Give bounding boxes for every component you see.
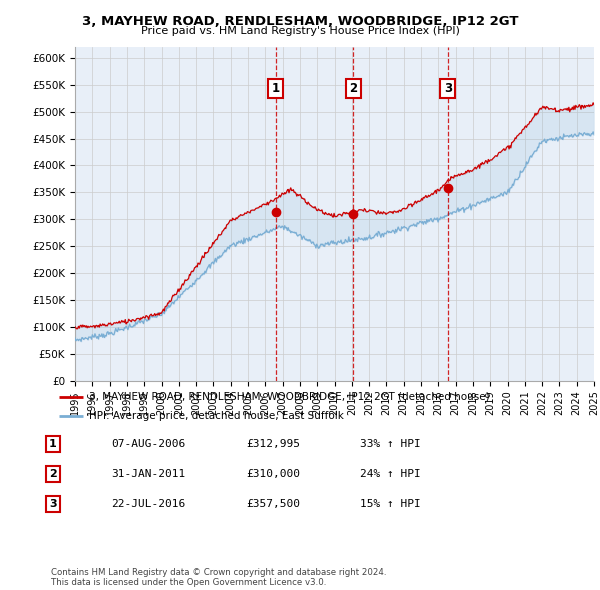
Text: HPI: Average price, detached house, East Suffolk: HPI: Average price, detached house, East… <box>89 411 343 421</box>
Text: 2: 2 <box>49 469 56 478</box>
Text: £310,000: £310,000 <box>246 469 300 478</box>
Text: 1: 1 <box>49 439 56 448</box>
Text: 33% ↑ HPI: 33% ↑ HPI <box>360 439 421 448</box>
Text: 1: 1 <box>271 82 280 95</box>
Text: 22-JUL-2016: 22-JUL-2016 <box>111 499 185 509</box>
Text: 2: 2 <box>349 82 357 95</box>
Text: 3: 3 <box>444 82 452 95</box>
Text: 15% ↑ HPI: 15% ↑ HPI <box>360 499 421 509</box>
Text: £312,995: £312,995 <box>246 439 300 448</box>
Text: 24% ↑ HPI: 24% ↑ HPI <box>360 469 421 478</box>
Text: Contains HM Land Registry data © Crown copyright and database right 2024.
This d: Contains HM Land Registry data © Crown c… <box>51 568 386 587</box>
Text: 3, MAYHEW ROAD, RENDLESHAM, WOODBRIDGE, IP12 2GT (detached house): 3, MAYHEW ROAD, RENDLESHAM, WOODBRIDGE, … <box>89 392 489 402</box>
Text: Price paid vs. HM Land Registry's House Price Index (HPI): Price paid vs. HM Land Registry's House … <box>140 26 460 36</box>
Text: 3, MAYHEW ROAD, RENDLESHAM, WOODBRIDGE, IP12 2GT: 3, MAYHEW ROAD, RENDLESHAM, WOODBRIDGE, … <box>82 15 518 28</box>
Text: 3: 3 <box>49 499 56 509</box>
Text: £357,500: £357,500 <box>246 499 300 509</box>
Text: 07-AUG-2006: 07-AUG-2006 <box>111 439 185 448</box>
Text: 31-JAN-2011: 31-JAN-2011 <box>111 469 185 478</box>
